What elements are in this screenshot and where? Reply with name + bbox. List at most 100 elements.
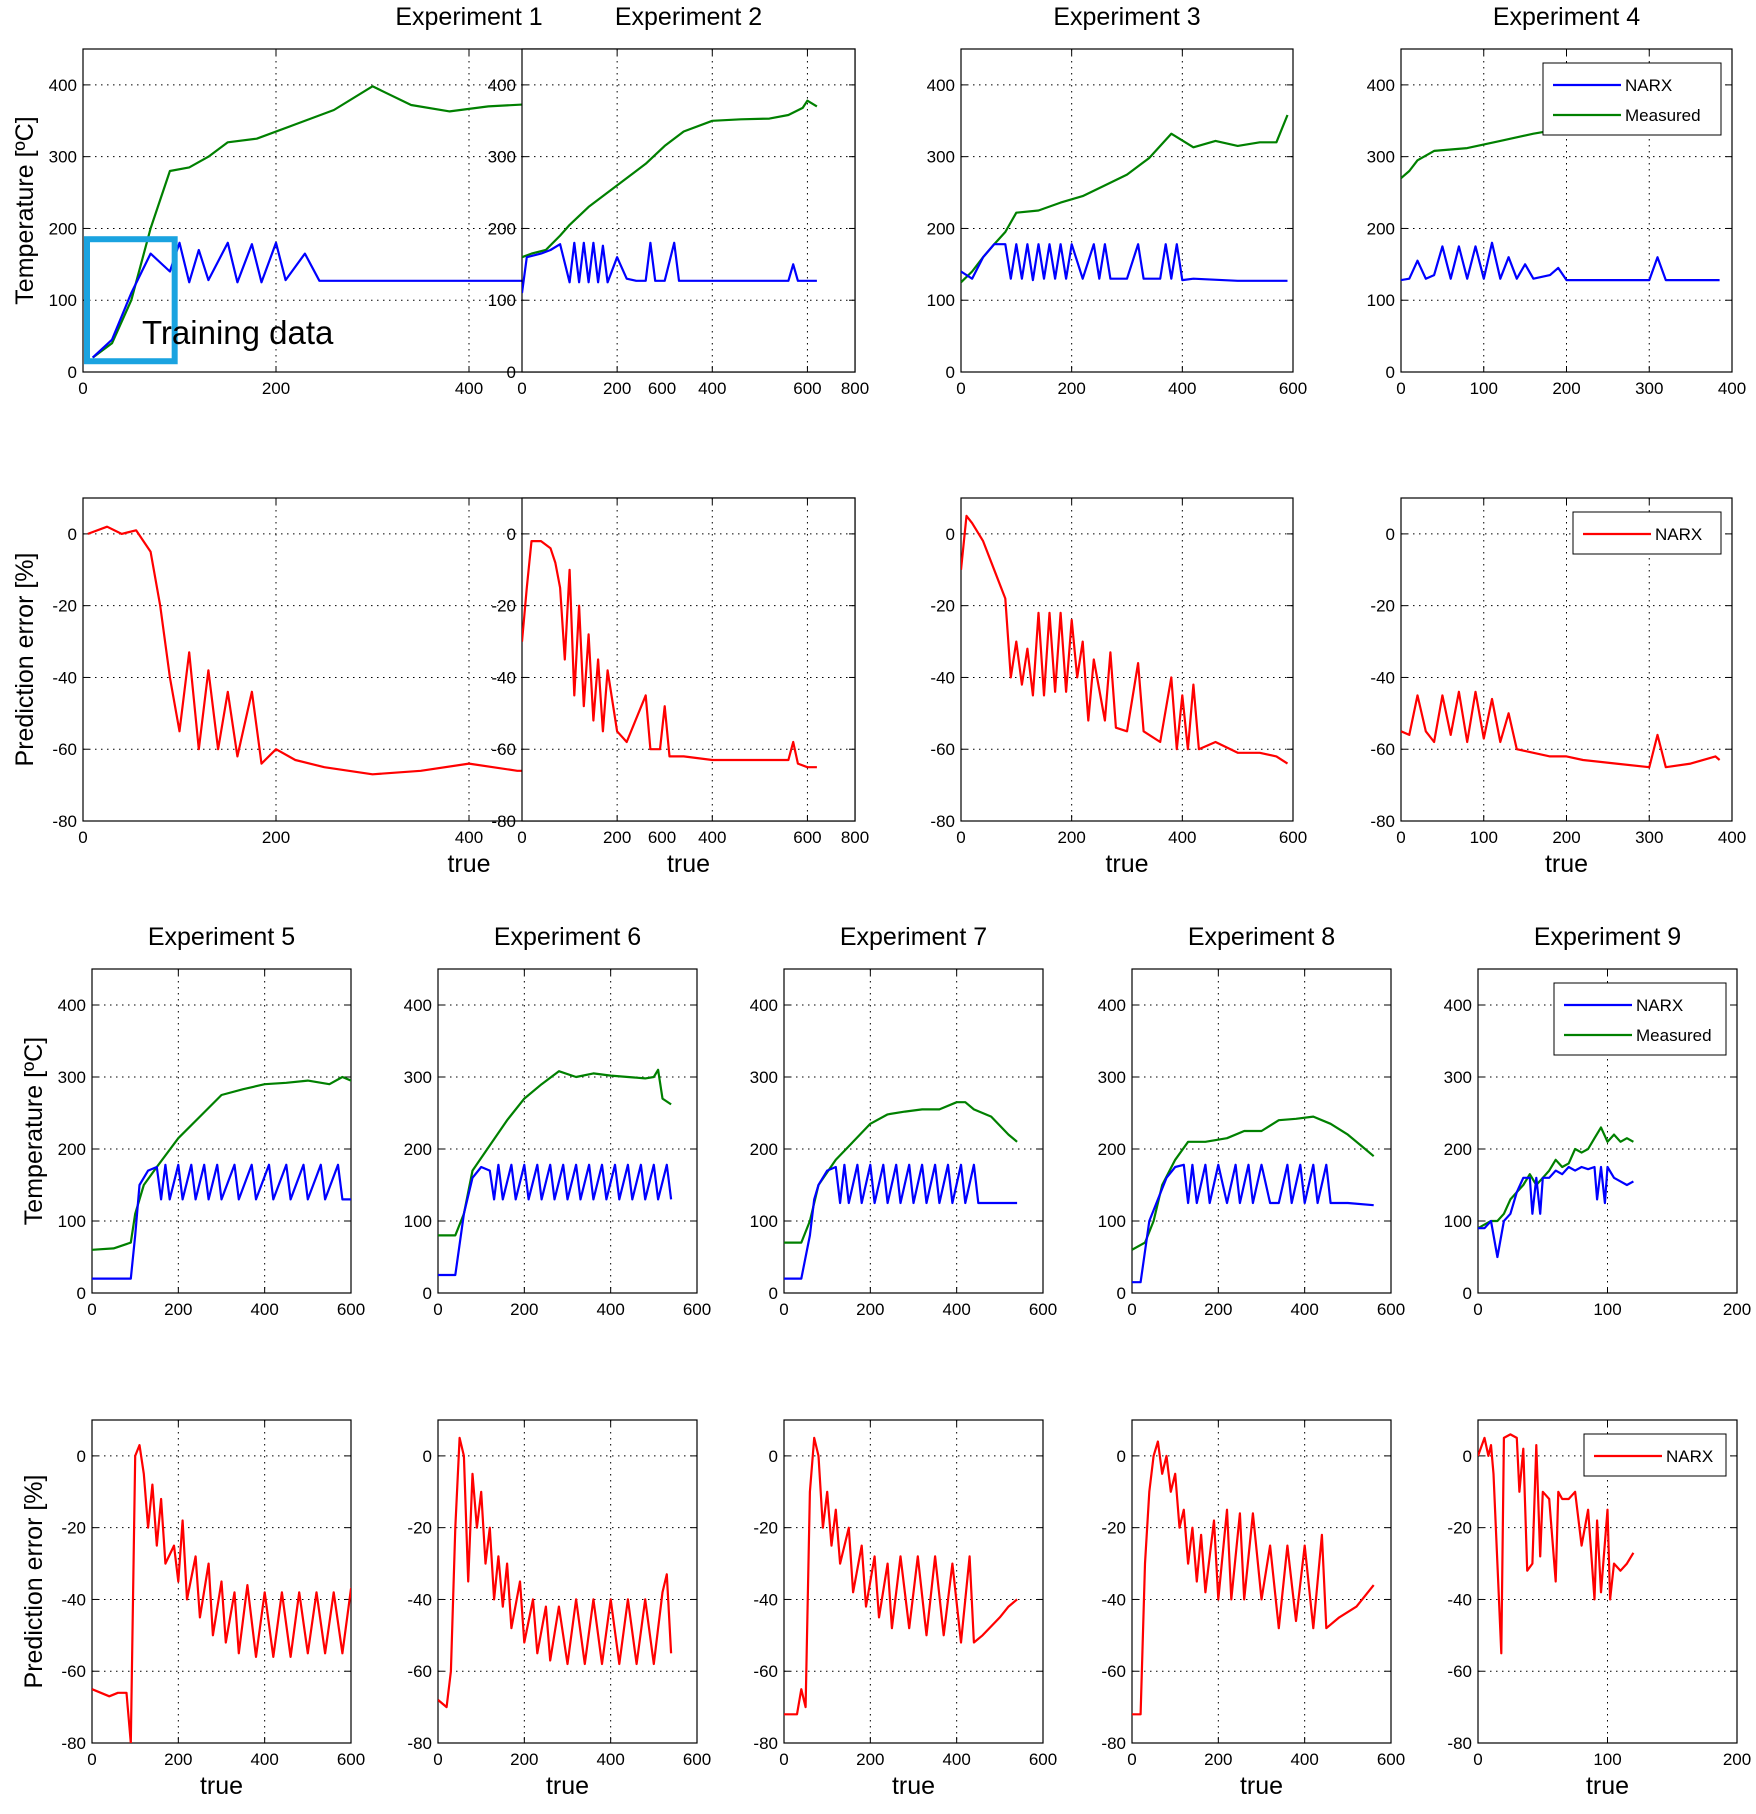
error-panel-exp2: 0 200 400 600 -80 -60 -40 -20 0 true xyxy=(491,497,856,878)
y-tick-label: 300 xyxy=(49,148,77,167)
legend-label-measured: Measured xyxy=(1636,1026,1712,1045)
temperature-panel-exp4: 0 100 200 300 400 0 100 200 300 400 Experiment 4 NA… xyxy=(1367,3,1747,398)
y-tick-label: 0 xyxy=(1386,525,1395,544)
y-tick-label: 0 xyxy=(423,1284,432,1303)
training-data-label: Training data xyxy=(142,314,334,351)
y-tick-label: -60 xyxy=(52,740,77,759)
legend: NARX xyxy=(1583,1433,1727,1477)
panel-title: Experiment 4 xyxy=(1493,3,1640,31)
x-axis-label: true xyxy=(546,1772,589,1800)
plot-area xyxy=(437,1419,698,1744)
x-tick-label: 200 xyxy=(1204,1750,1232,1769)
x-tick-label: 0 xyxy=(956,828,965,847)
temperature-panel-exp7: 0 200 400 600 0 100 200 300 400 Experiment 7 xyxy=(750,923,1058,1319)
y-tick-label: 100 xyxy=(488,291,516,310)
y-tick-label: 200 xyxy=(1098,1140,1126,1159)
x-axis-label: true xyxy=(1240,1772,1283,1800)
y-tick-label: -40 xyxy=(407,1590,432,1609)
y-tick-label: -60 xyxy=(1447,1662,1472,1681)
temperature-panel-exp3: 0 200 400 600 0 100 200 300 400 Experiment 3 xyxy=(927,3,1308,398)
legend: NARX Measured xyxy=(1553,982,1727,1056)
y-tick-label: -80 xyxy=(491,812,516,831)
y-axis-label: Prediction error [%] xyxy=(11,553,39,767)
y-tick-label: 400 xyxy=(58,996,86,1015)
y-axis-label: Temperature [ºC] xyxy=(11,116,39,304)
panel-title: Experiment 2 xyxy=(615,3,762,31)
x-tick-label: 400 xyxy=(250,1750,278,1769)
y-tick-label: -60 xyxy=(491,740,516,759)
narx-error-line xyxy=(522,540,817,769)
x-tick-label: 200 xyxy=(1552,379,1580,398)
y-tick-label: 0 xyxy=(1463,1284,1472,1303)
x-tick-label: 0 xyxy=(1396,828,1405,847)
y-tick-label: -20 xyxy=(407,1519,432,1538)
y-tick-label: 400 xyxy=(404,996,432,1015)
x-tick-label: 400 xyxy=(455,379,483,398)
x-tick-label: 200 xyxy=(1204,1300,1232,1319)
narx-error-line xyxy=(1132,1440,1375,1716)
y-tick-label: 200 xyxy=(927,219,955,238)
legend-frame xyxy=(1553,982,1727,1056)
y-tick-label: -20 xyxy=(491,597,516,616)
error-panel-exp6: 0 200 400 600 -80 -60 -40 -20 0 true xyxy=(407,1419,711,1800)
x-tick-label: 0 xyxy=(1473,1300,1482,1319)
x-tick-label: 0 xyxy=(1396,379,1405,398)
y-tick-label: -60 xyxy=(930,740,955,759)
y-tick-label: 200 xyxy=(750,1140,778,1159)
error-panel-exp3: 0 200 400 600 -80 -60 -40 -20 0 true xyxy=(930,497,1307,878)
x-tick-label: 400 xyxy=(455,828,483,847)
plot-area xyxy=(960,48,1294,373)
legend-frame xyxy=(1542,62,1722,136)
x-tick-label: 200 xyxy=(262,379,290,398)
x-axis-label: true xyxy=(1545,850,1588,878)
plot-area xyxy=(521,48,856,373)
x-tick-label: 0 xyxy=(517,379,526,398)
x-tick-label: 600 xyxy=(1279,828,1307,847)
x-tick-label: 800 xyxy=(841,828,869,847)
panel-title: Experiment 7 xyxy=(840,923,987,951)
y-tick-label: 400 xyxy=(49,76,77,95)
x-tick-label: 200 xyxy=(1552,828,1580,847)
y-tick-label: -20 xyxy=(1447,1519,1472,1538)
x-tick-label: 200 xyxy=(1057,828,1085,847)
y-tick-label: -60 xyxy=(61,1662,86,1681)
y-tick-label: 100 xyxy=(58,1212,86,1231)
temperature-panel-exp2: 0 200 400 600 0 100 200 300 400 Experiment 2 xyxy=(488,3,856,398)
y-tick-label: -80 xyxy=(1101,1734,1126,1753)
panel-title: Experiment 8 xyxy=(1188,923,1335,951)
x-tick-label: 600 xyxy=(1029,1750,1057,1769)
x-tick-label: 100 xyxy=(1470,379,1498,398)
y-tick-label: -40 xyxy=(1370,668,1395,687)
y-tick-label: 0 xyxy=(1386,363,1395,382)
plot-area xyxy=(783,1419,1044,1744)
x-tick-label: 600 xyxy=(1377,1750,1405,1769)
y-tick-label: -40 xyxy=(1101,1590,1126,1609)
plot-area xyxy=(91,968,352,1294)
y-tick-label: -20 xyxy=(930,597,955,616)
y-tick-label: 200 xyxy=(58,1140,86,1159)
legend-label-narx: NARX xyxy=(1625,76,1672,95)
y-tick-label: -20 xyxy=(1101,1519,1126,1538)
y-tick-label: 0 xyxy=(68,525,77,544)
y-tick-label: 0 xyxy=(77,1447,86,1466)
x-axis-label: true xyxy=(1105,850,1148,878)
x-tick-label: 600 xyxy=(683,1750,711,1769)
x-tick-label: 0 xyxy=(433,1300,442,1319)
x-axis-label: true xyxy=(200,1772,243,1800)
y-tick-label: -40 xyxy=(491,668,516,687)
x-tick-label: 600 xyxy=(683,1300,711,1319)
temperature-panel-exp6: 0 200 400 600 0 100 200 300 400 Experiment 6 xyxy=(404,923,712,1319)
x-axis-label: true xyxy=(447,850,490,878)
training-data-box xyxy=(84,236,178,365)
x-tick-label: 200 xyxy=(856,1750,884,1769)
plot-area xyxy=(437,968,698,1294)
y-tick-label: 300 xyxy=(58,1068,86,1087)
temperature-panel-exp8: 0 200 400 600 0 100 200 300 400 Experiment 8 xyxy=(1098,923,1406,1319)
x-axis-label: true xyxy=(667,850,710,878)
panel-title: Experiment 3 xyxy=(1053,3,1200,31)
y-tick-label: 100 xyxy=(404,1212,432,1231)
x-tick-label: 200 xyxy=(510,1750,538,1769)
y-tick-label: 0 xyxy=(946,363,955,382)
y-tick-label: 0 xyxy=(946,525,955,544)
x-tick-label: 0 xyxy=(87,1300,96,1319)
